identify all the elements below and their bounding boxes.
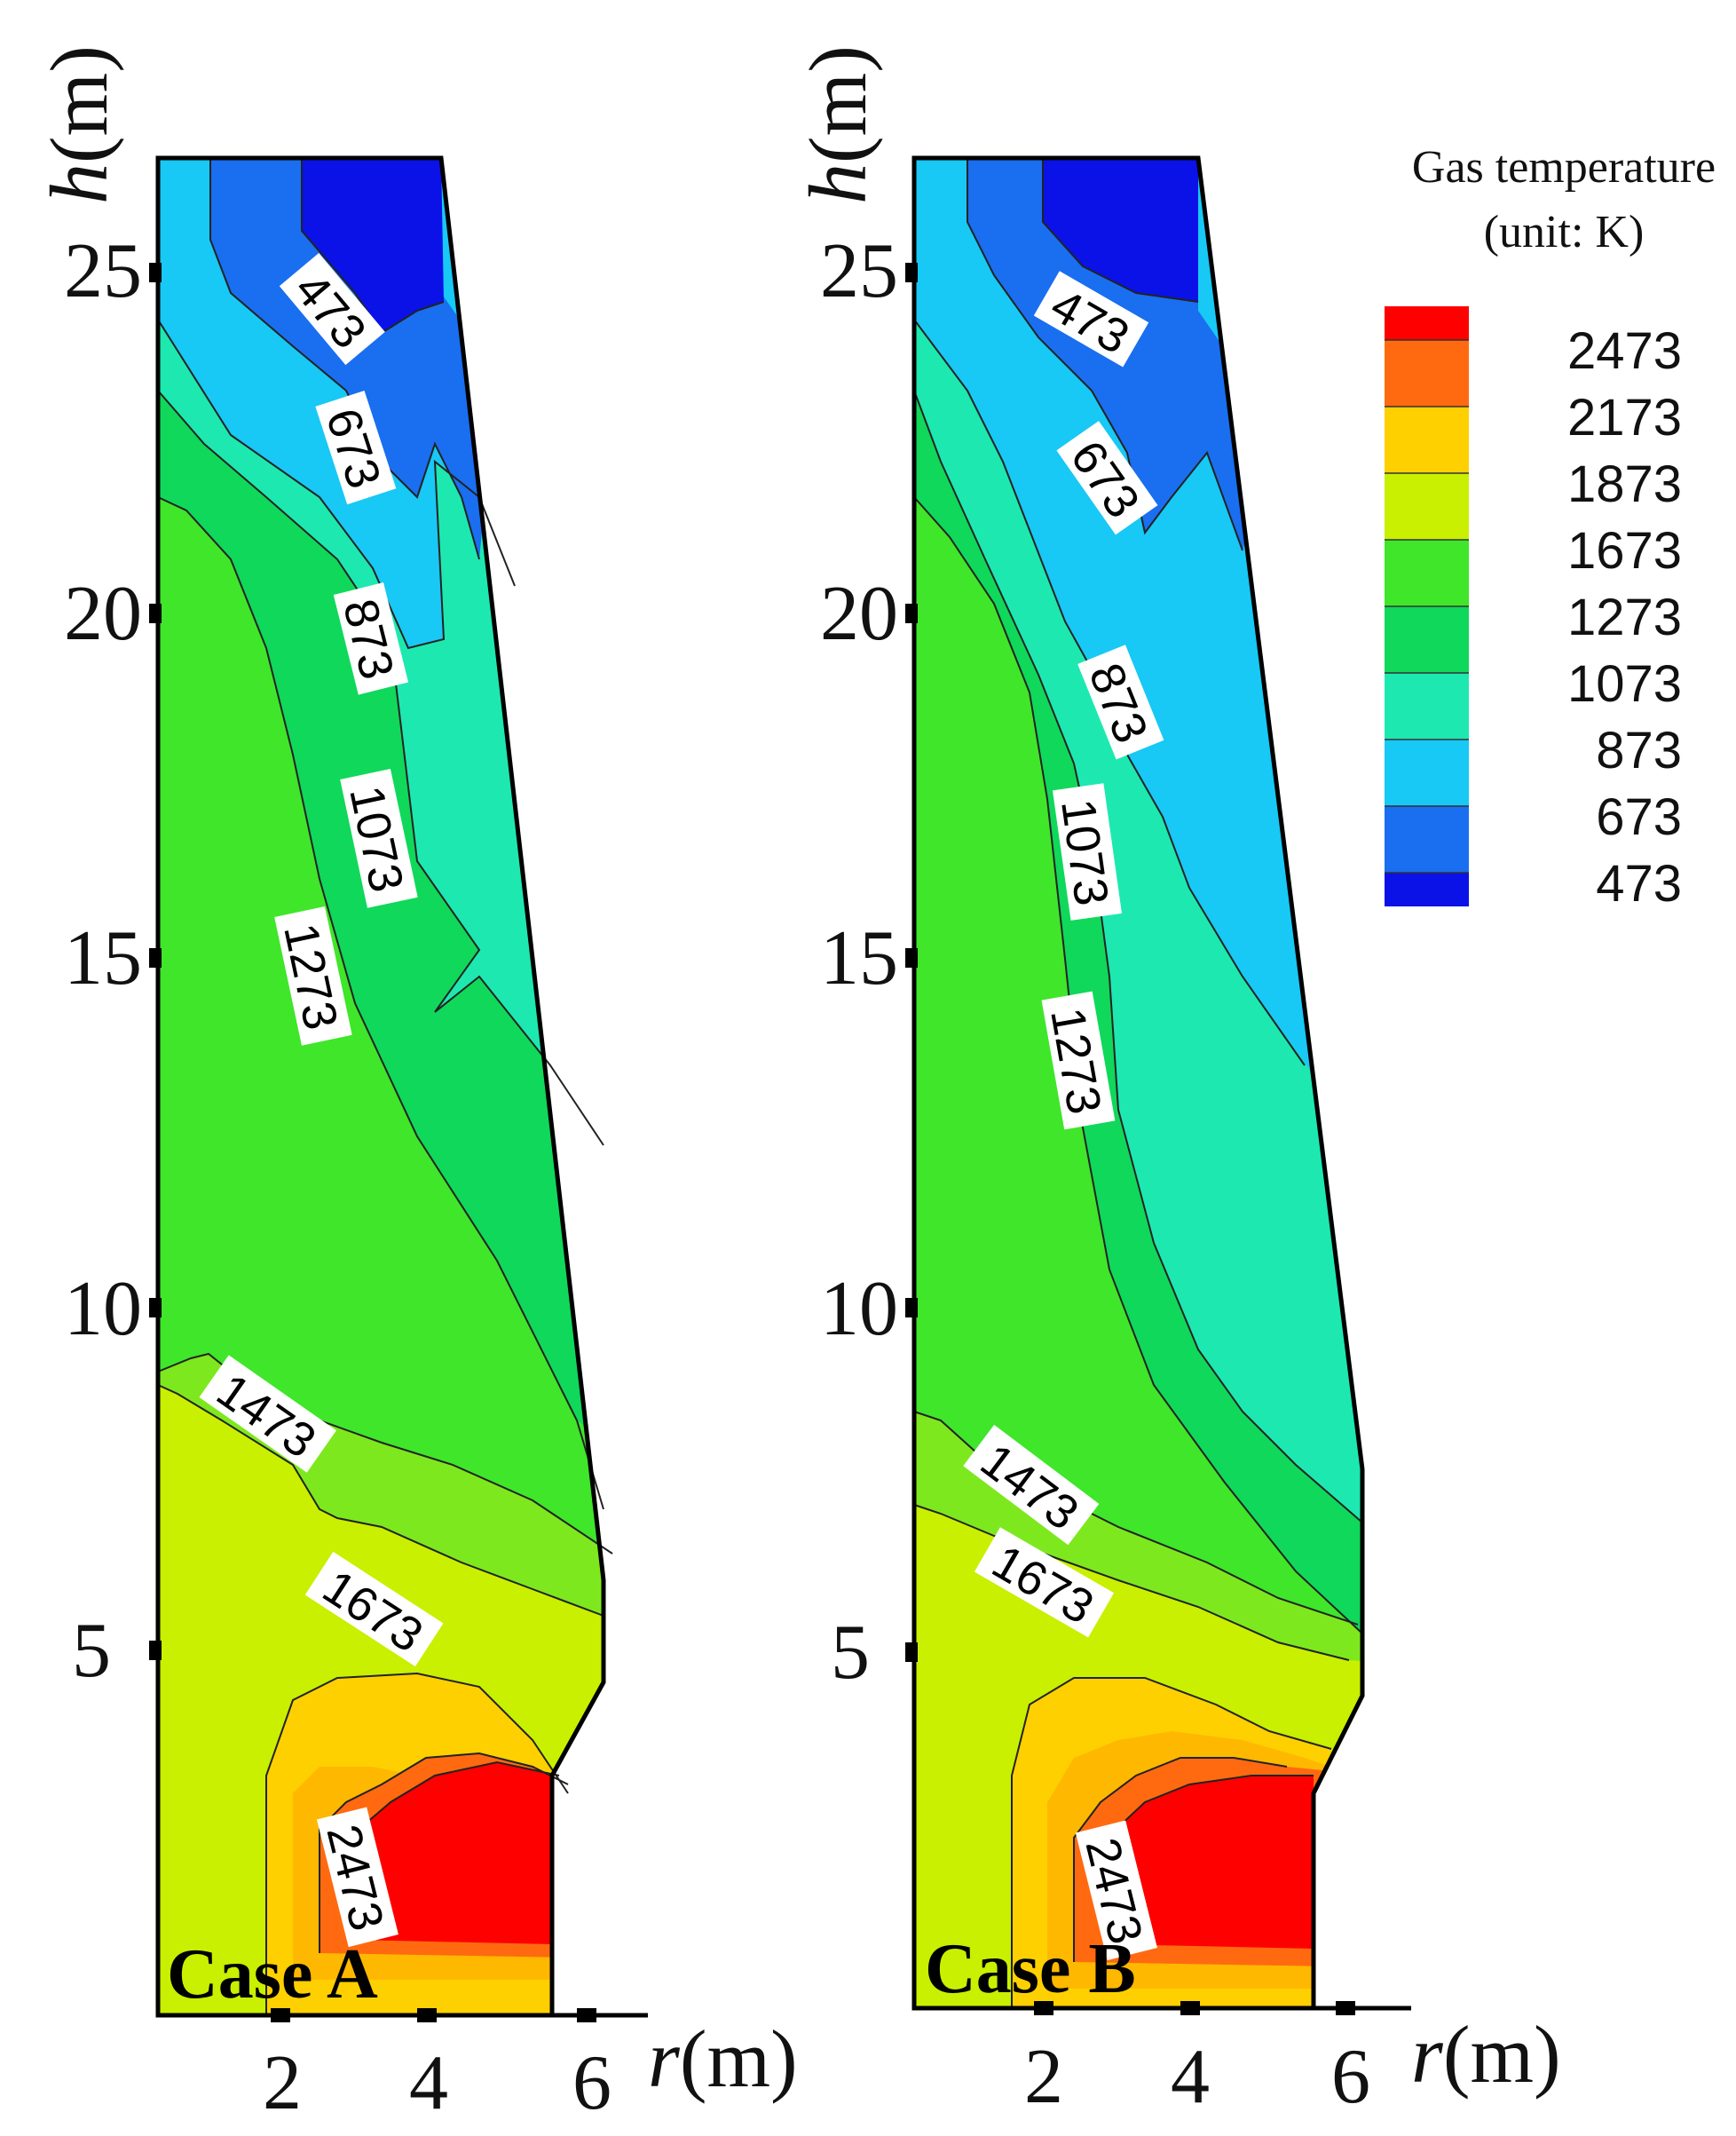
y-tick-label: 5 — [72, 1608, 111, 1694]
x-tick-case-b — [1336, 2001, 1355, 2015]
band-2473 — [355, 1762, 568, 1944]
y-tick-case-a — [149, 1641, 162, 1660]
y-tick-case-b — [905, 263, 918, 282]
y-axis-variable: h — [793, 163, 883, 204]
panel-label-case-b: Case B — [925, 1930, 1136, 2008]
y-tick-label: 20 — [64, 571, 142, 657]
legend-swatch — [1385, 340, 1469, 407]
legend-swatch — [1385, 407, 1469, 473]
y-tick-label: 10 — [64, 1266, 142, 1352]
legend-value: 873 — [1596, 722, 1682, 779]
x-tick-label: 4 — [409, 2040, 448, 2126]
y-tick-case-a — [149, 1298, 162, 1317]
y-tick-label: 10 — [820, 1266, 898, 1352]
axes-case-b: 2 4 6 5 10 15 20 25 r(m) h(m) — [793, 45, 1561, 2120]
y-tick-case-a — [149, 948, 162, 968]
x-tick-label: 6 — [1331, 2034, 1370, 2120]
band-2473 — [1114, 1776, 1314, 1949]
y-tick-label: 5 — [831, 1610, 870, 1696]
y-tick-case-a — [149, 263, 162, 282]
x-axis-title: r(m) — [648, 2013, 798, 2104]
legend-value: 673 — [1596, 788, 1682, 846]
legend-swatch — [1385, 673, 1469, 740]
legend-swatch — [1385, 873, 1469, 906]
y-tick-label: 15 — [64, 915, 142, 1001]
panel-case-b: 2 4 6 5 10 15 20 25 r(m) h(m) 473 673 — [793, 45, 1561, 2120]
y-tick-label: 25 — [820, 228, 898, 314]
y-tick-label: 25 — [64, 228, 142, 314]
y-tick-label: 15 — [820, 915, 898, 1001]
y-tick-case-b — [905, 948, 918, 968]
x-tick-case-b — [1034, 2001, 1053, 2015]
band-473 — [1043, 158, 1198, 302]
y-axis-variable: h — [34, 163, 124, 204]
legend-value: 1673 — [1567, 522, 1682, 580]
legend-value: 1073 — [1567, 655, 1682, 713]
x-tick-case-a — [271, 2008, 290, 2022]
legend-values: 2473 2173 1873 1673 1273 1073 873 673 47… — [1567, 322, 1682, 913]
y-tick-case-b — [905, 604, 918, 623]
legend-subtitle: (unit: K) — [1484, 207, 1645, 257]
band-473 — [302, 158, 444, 333]
x-tick-label: 2 — [263, 2040, 302, 2126]
legend-swatch — [1385, 606, 1469, 673]
x-axis-variable: r — [648, 2013, 681, 2104]
legend-swatch — [1385, 806, 1469, 873]
x-tick-label: 4 — [1171, 2034, 1210, 2120]
legend-value: 1873 — [1567, 455, 1682, 513]
x-tick-case-a — [417, 2008, 437, 2022]
contour-bands-case-a — [158, 158, 604, 2015]
legend-title: Gas temperature — [1412, 142, 1716, 193]
panel-case-a: 2 4 6 5 10 15 20 25 r(m) h(m) 473 673 — [34, 45, 798, 2126]
y-axis-unit: (m) — [793, 45, 883, 163]
axes-case-a: 2 4 6 5 10 15 20 25 r(m) h(m) — [34, 45, 798, 2126]
x-axis-title: r(m) — [1411, 2009, 1561, 2100]
x-tick-case-a — [577, 2008, 596, 2022]
x-tick-label: 6 — [572, 2040, 612, 2126]
y-axis-title: h(m) — [793, 45, 883, 204]
legend-value: 2173 — [1567, 389, 1682, 447]
y-tick-label: 20 — [820, 571, 898, 657]
legend-swatch — [1385, 306, 1469, 340]
contour-bands-case-b — [914, 158, 1362, 2008]
y-tick-case-b — [905, 1298, 918, 1317]
legend-swatches — [1385, 306, 1469, 906]
legend-value: 473 — [1596, 855, 1682, 913]
x-tick-case-b — [1180, 2001, 1200, 2015]
legend-swatch — [1385, 740, 1469, 806]
legend-swatch — [1385, 473, 1469, 540]
x-axis-unit: (m) — [680, 2013, 798, 2104]
legend-swatch — [1385, 540, 1469, 606]
legend-value: 1273 — [1567, 589, 1682, 646]
color-legend: Gas temperature (unit: K) 2473 2173 1873… — [1385, 142, 1716, 913]
y-tick-case-b — [905, 1642, 918, 1662]
legend-value: 2473 — [1567, 322, 1682, 380]
x-axis-unit: (m) — [1443, 2009, 1561, 2100]
y-axis-unit: (m) — [34, 45, 124, 163]
x-tick-label: 2 — [1024, 2034, 1063, 2120]
x-axis-variable: r — [1411, 2009, 1444, 2100]
panel-label-case-a: Case A — [167, 1935, 378, 2013]
y-tick-case-a — [149, 604, 162, 623]
y-axis-title: h(m) — [34, 45, 124, 204]
contour-labels-case-a: 473 673 873 1073 1273 1473 — [199, 253, 444, 1948]
